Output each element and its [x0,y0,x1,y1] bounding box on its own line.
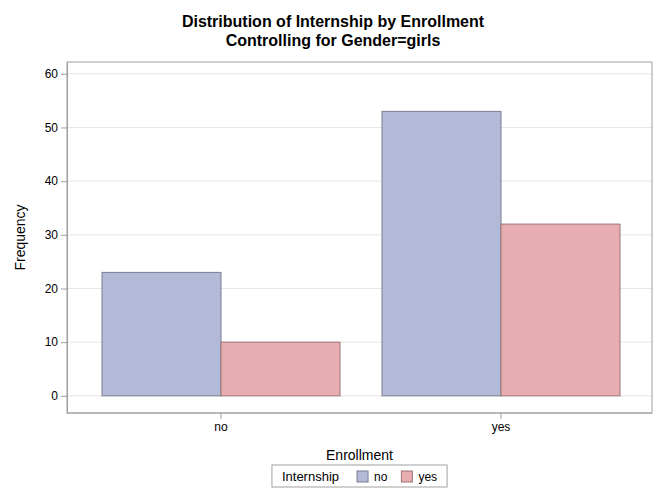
y-axis: 0 10 20 30 40 50 60 [45,63,68,414]
y-tick-mark [61,235,67,236]
legend-frame [272,465,447,487]
y-tick-label: 30 [45,228,59,242]
legend-swatch [357,471,368,482]
grid-line [67,127,652,128]
chart: Distribution of Internship by Enrollment… [0,0,666,500]
x-tick-mark [501,413,502,419]
y-tick: 0 [51,389,67,403]
y-tick-label: 60 [45,67,59,81]
x-tick: yes [492,413,511,434]
y-tick-label: 10 [45,335,59,349]
x-tick-label: yes [492,420,511,434]
y-tick: 40 [45,174,67,188]
y-tick: 30 [45,228,67,242]
bar [501,224,620,396]
grid-line [67,181,652,182]
x-tick-label: no [214,420,228,434]
y-tick-mark [61,396,67,397]
y-tick-mark [61,127,67,128]
y-axis-line [67,63,68,414]
y-tick: 60 [45,67,67,81]
y-tick: 50 [45,121,67,135]
x-axis-line [67,413,652,414]
legend: Internship no yes [272,465,447,487]
y-tick: 20 [45,282,67,296]
bar [382,111,501,395]
x-axis-label: Enrollment [326,447,393,463]
y-tick: 10 [45,335,67,349]
bar [102,272,221,395]
y-tick-label: 20 [45,282,59,296]
y-tick-mark [61,288,67,289]
y-tick-label: 40 [45,174,59,188]
y-tick-label: 50 [45,121,59,135]
plot-frame [67,62,652,413]
legend-label: yes [418,470,437,484]
title: Distribution of Internship by Enrollment [182,13,485,30]
x-tick: no [214,413,228,434]
subtitle: Controlling for Gender=girls [226,32,441,49]
bars [102,111,620,395]
y-tick-mark [61,181,67,182]
y-tick-mark [61,74,67,75]
background [0,0,666,500]
y-tick-mark [61,342,67,343]
grid-line [67,73,652,74]
y-axis-label: Frequency [12,204,28,270]
bar [221,342,340,396]
x-tick-mark [221,413,222,419]
legend-label: no [374,470,388,484]
y-tick-label: 0 [51,389,58,403]
grid [67,74,652,396]
legend-title: Internship [282,469,339,484]
x-axis: no yes [67,413,652,434]
legend-swatch [401,471,412,482]
